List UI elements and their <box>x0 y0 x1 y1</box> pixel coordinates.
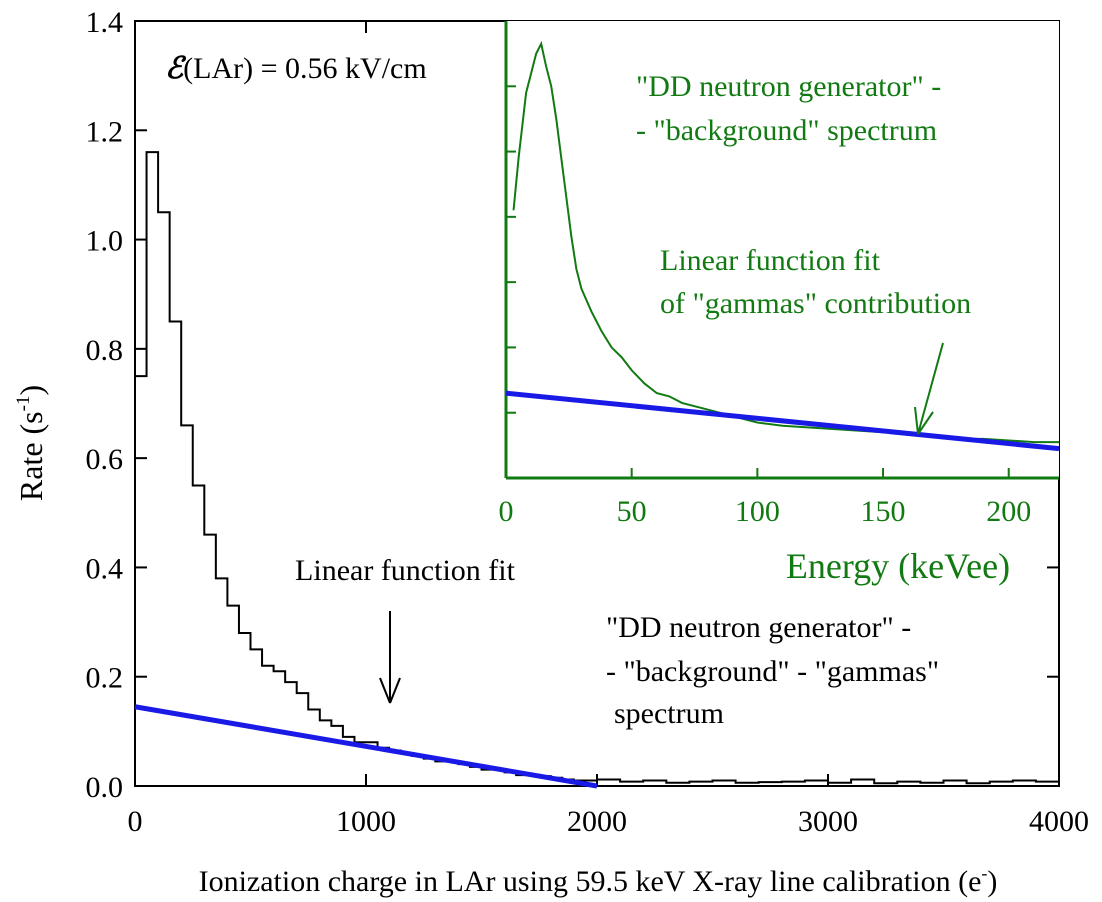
main-y-tick-label: 0.4 <box>86 552 124 585</box>
main-y-tick-label: 0.0 <box>86 771 124 804</box>
inset-y-ticks <box>506 85 516 414</box>
main-y-tick-label: 1.2 <box>86 115 124 148</box>
main-fit-annotation: Linear function fit <box>295 554 516 587</box>
main-legend-line-2: - "background" - "gammas" <box>606 655 939 688</box>
main-legend-line-3: spectrum <box>614 697 724 730</box>
inset-legend-line-2: - "background" spectrum <box>636 114 937 147</box>
main-fit-arrow <box>379 611 401 704</box>
inset-x-ticks: 0 50 100 150 200 <box>499 468 1031 528</box>
main-x-tick-label: 1000 <box>336 805 396 838</box>
inset-fit-line-2: of "gammas" contribution <box>660 287 971 320</box>
inset-series <box>505 40 1060 452</box>
field-strength-label: ℰ(LAr) = 0.56 kV/cm <box>165 52 427 85</box>
main-legend-line-1: "DD neutron generator" - <box>606 611 911 644</box>
main-series-legend: "DD neutron generator" - - "background" … <box>606 611 939 730</box>
main-x-tick-label: 0 <box>128 805 143 838</box>
inset-fit-annotation: Linear function fit of "gammas" contribu… <box>660 244 971 320</box>
main-x-tick-label: 4000 <box>1029 805 1089 838</box>
main-x-tick-label: 2000 <box>567 805 627 838</box>
inset-linear-fit-line <box>505 390 1060 452</box>
inset-series-legend: "DD neutron generator" - - "background" … <box>636 70 941 147</box>
inset-fit-line-1: Linear function fit <box>660 244 881 277</box>
main-plot: 0.00.20.40.60.81.01.21.4 0 1000 2000 3000 40… <box>13 6 1089 898</box>
inset-x-tick-label: 50 <box>617 495 647 528</box>
inset-x-tick-label: 150 <box>861 495 906 528</box>
inset-legend-line-1: "DD neutron generator" - <box>636 70 941 103</box>
inset-plot: 0 50 100 150 200 Energy (keVee) "DD neutron … <box>499 21 1060 586</box>
inset-x-tick-label: 200 <box>986 495 1031 528</box>
main-y-tick-label: 1.0 <box>86 225 124 258</box>
main-x-ticks: 0 1000 2000 3000 4000 <box>128 21 1089 838</box>
main-y-tick-label: 0.2 <box>86 662 124 695</box>
main-y-tick-label: 0.6 <box>86 443 124 476</box>
main-linear-fit-line <box>134 704 598 789</box>
inset-x-axis-label: Energy (keVee) <box>786 546 1010 586</box>
main-y-tick-label: 0.8 <box>86 334 124 367</box>
main-x-axis-label: Ionization charge in LAr using 59.5 keV … <box>199 863 998 898</box>
main-y-tick-label: 1.4 <box>86 6 124 39</box>
inset-x-tick-label: 0 <box>499 495 514 528</box>
main-y-axis-label: Rate (s-1) <box>13 385 49 501</box>
main-x-tick-label: 3000 <box>798 805 858 838</box>
main-series <box>134 151 1059 789</box>
inset-fit-arrow <box>914 342 944 435</box>
inset-x-tick-label: 100 <box>735 495 780 528</box>
